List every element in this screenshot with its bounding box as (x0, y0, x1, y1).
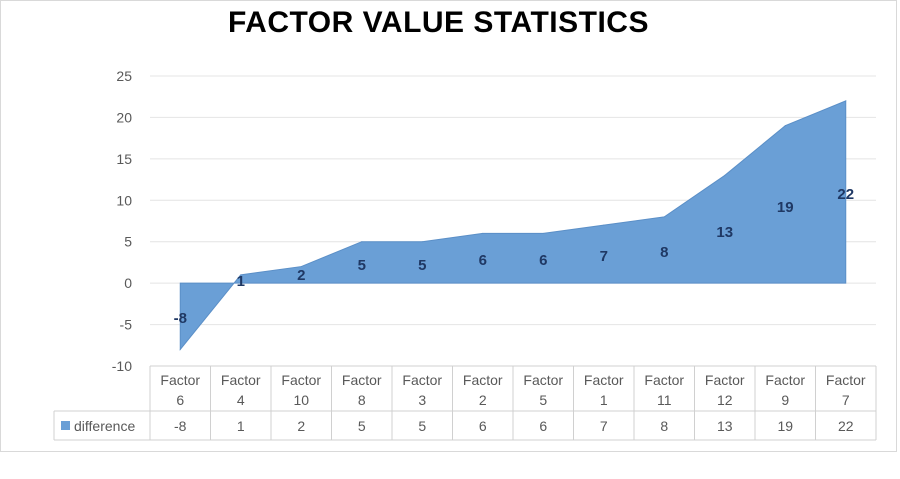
y-tick-label: 0 (124, 275, 132, 291)
y-tick-label: 15 (116, 151, 132, 167)
data-point (784, 125, 786, 127)
data-point (361, 241, 363, 243)
y-tick-label: 5 (124, 234, 132, 250)
data-point (300, 266, 302, 268)
data-point (663, 216, 665, 218)
data-label: 6 (479, 252, 487, 269)
data-label: 8 (660, 244, 668, 261)
category-label-line1: Factor (826, 372, 866, 388)
data-label: 7 (600, 248, 608, 265)
y-tick-label: -5 (120, 317, 133, 333)
table-value: 6 (539, 418, 547, 434)
data-point (179, 348, 181, 350)
table-value: 19 (777, 418, 793, 434)
legend-label-difference: difference (74, 418, 135, 434)
data-point (724, 174, 726, 176)
data-point (421, 241, 423, 243)
table-value: 13 (717, 418, 733, 434)
category-label-line1: Factor (281, 372, 321, 388)
legend-swatch-difference (61, 421, 70, 430)
category-label-line1: Factor (463, 372, 503, 388)
data-point (240, 274, 242, 276)
data-label: 5 (358, 257, 366, 274)
category-label-line2: 11 (657, 392, 672, 408)
table-value: -8 (174, 418, 187, 434)
data-label: 22 (837, 186, 854, 203)
series-area-difference (179, 100, 847, 351)
category-label-line1: Factor (584, 372, 624, 388)
table-value: 5 (358, 418, 366, 434)
category-label-line2: 3 (418, 392, 426, 408)
category-label-line1: Factor (402, 372, 442, 388)
data-point (482, 232, 484, 234)
data-label: 1 (237, 273, 245, 290)
y-tick-label: -10 (112, 358, 132, 374)
category-label-line1: Factor (705, 372, 745, 388)
data-point (845, 100, 847, 102)
data-point (542, 232, 544, 234)
table-value: 1 (237, 418, 245, 434)
y-tick-label: 25 (116, 68, 132, 84)
data-label: 19 (777, 199, 794, 216)
table-value: 5 (418, 418, 426, 434)
chart-title: FACTOR VALUE STATISTICS (228, 6, 649, 39)
y-tick-label: 10 (116, 192, 132, 208)
category-label-line2: 10 (293, 392, 309, 408)
category-label-line2: 7 (842, 392, 850, 408)
table-value: 22 (838, 418, 854, 434)
table-value: 7 (600, 418, 608, 434)
category-label-line2: 5 (539, 392, 547, 408)
category-label-line2: 9 (781, 392, 789, 408)
category-label-line1: Factor (160, 372, 200, 388)
category-label-line1: Factor (523, 372, 563, 388)
data-label: -8 (174, 310, 187, 327)
data-label: 6 (539, 252, 547, 269)
category-label-line2: 12 (717, 392, 733, 408)
category-label-line1: Factor (644, 372, 684, 388)
category-label-line1: Factor (342, 372, 382, 388)
category-label-line1: Factor (765, 372, 805, 388)
category-label-line2: 1 (600, 392, 608, 408)
category-label-line2: 6 (176, 392, 184, 408)
category-label-line2: 8 (358, 392, 366, 408)
table-value: 6 (479, 418, 487, 434)
table-value: 2 (297, 418, 305, 434)
category-label-line2: 4 (237, 392, 245, 408)
data-point (603, 224, 605, 226)
table-value: 8 (660, 418, 668, 434)
category-label-line1: Factor (221, 372, 261, 388)
y-tick-label: 20 (116, 109, 132, 125)
data-label: 2 (297, 267, 305, 284)
data-label: 5 (418, 257, 426, 274)
category-label-line2: 2 (479, 392, 487, 408)
data-label: 13 (716, 224, 733, 241)
